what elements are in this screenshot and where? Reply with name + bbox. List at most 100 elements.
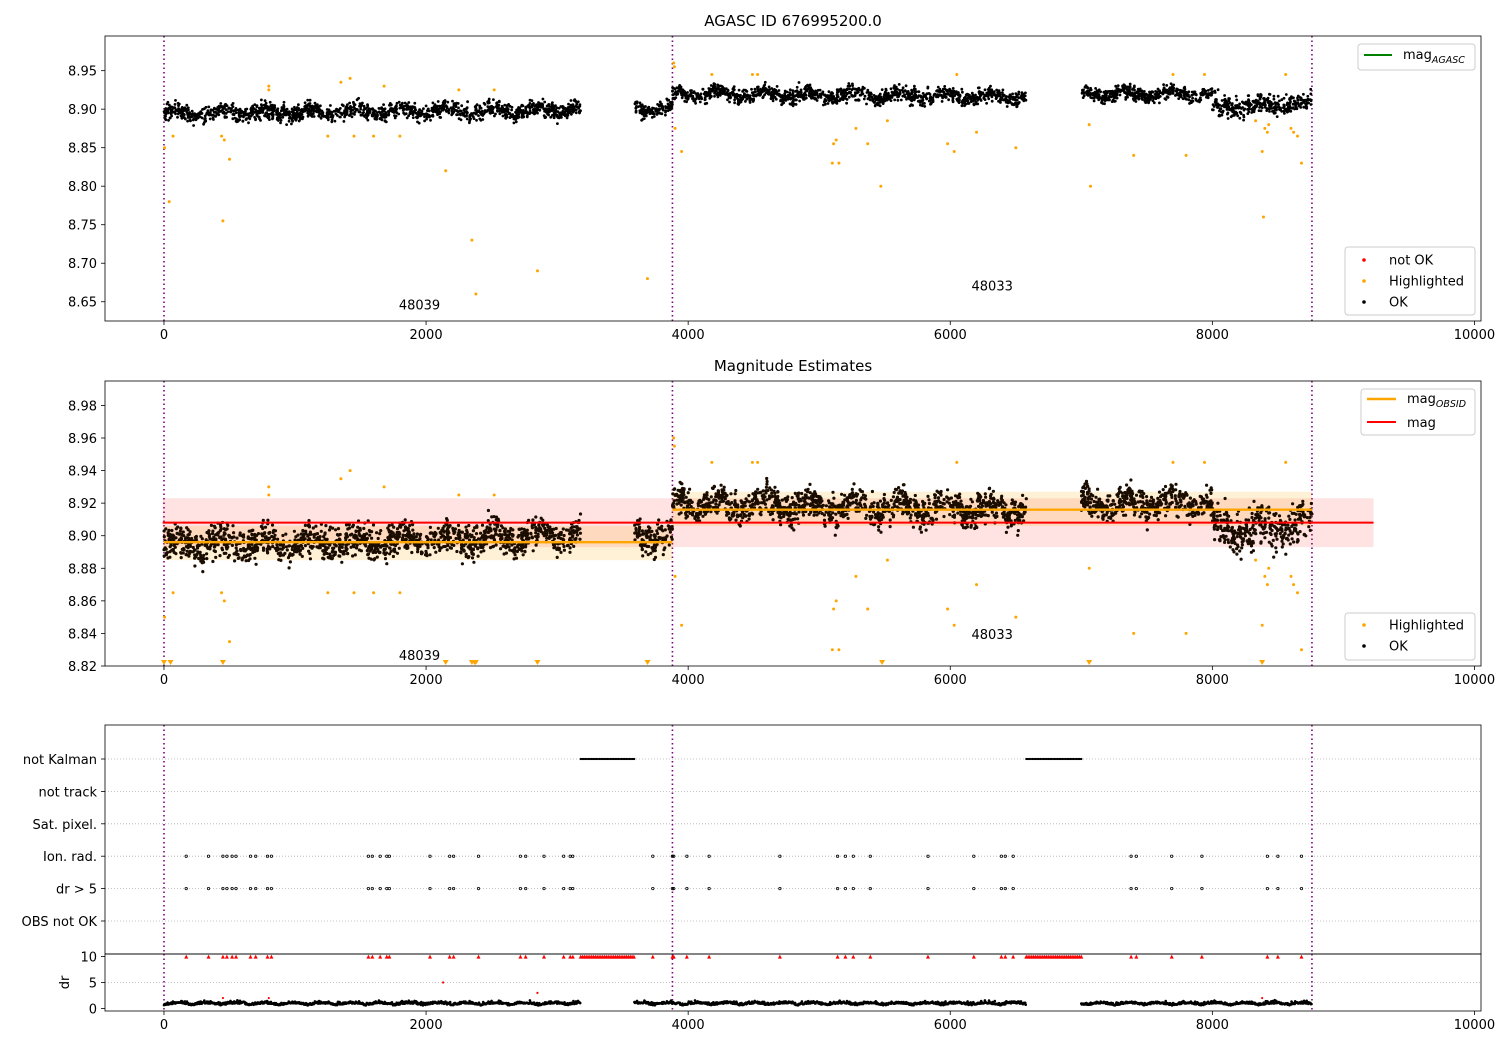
ok-point [538, 104, 542, 107]
ok-point [483, 103, 487, 106]
ok-point [383, 557, 388, 561]
ok-point [1170, 88, 1174, 92]
highlighted-point [1203, 73, 1206, 76]
ok-point [217, 113, 221, 117]
ok-point [491, 545, 495, 549]
ok-point [1223, 94, 1226, 97]
ok-point [1291, 106, 1295, 110]
ok-point [948, 94, 952, 98]
ok-point [254, 108, 257, 111]
ok-point [326, 118, 330, 122]
ok-point [1198, 98, 1201, 101]
panel-agasc-magnitude: AGASC ID 676995200.00 2000 4000 6000 8000 100… [68, 12, 1495, 343]
ok-point [406, 107, 410, 111]
ok-point [695, 94, 699, 97]
ok-point [911, 104, 914, 107]
ok-point [510, 105, 514, 109]
legend-label: OK [1389, 296, 1408, 311]
ok-point [184, 536, 188, 540]
ok-point [261, 548, 266, 552]
ok-point [1128, 85, 1132, 88]
ok-point [1132, 85, 1136, 89]
ok-point [223, 116, 227, 119]
ok-point [354, 529, 358, 534]
ok-point [951, 87, 955, 90]
ok-point [928, 96, 932, 100]
ok-point [176, 115, 179, 119]
ok-point [873, 97, 877, 101]
ok-point [344, 543, 348, 547]
ok-point [1091, 93, 1095, 97]
ok-point [360, 113, 364, 117]
ok-point [1230, 102, 1234, 105]
highlighted-point [326, 134, 330, 138]
ok-point [894, 88, 898, 91]
ok-point [495, 101, 498, 105]
ok-point [520, 527, 524, 531]
ok-point [260, 104, 264, 108]
ok-point [489, 111, 492, 115]
ok-point [285, 123, 288, 126]
ok-point [322, 114, 326, 118]
ok-point [481, 109, 484, 113]
ok-point [748, 94, 752, 98]
ok-point [1158, 101, 1161, 105]
ok-point [1211, 108, 1215, 112]
ok-point [1259, 109, 1263, 113]
ok-point [498, 112, 502, 116]
ok-point [1247, 99, 1251, 103]
ok-point [957, 99, 961, 102]
ok-point [243, 549, 247, 553]
ok-point [794, 103, 798, 106]
ok-point [422, 107, 425, 111]
ok-point [763, 80, 767, 84]
ok-point [1095, 89, 1099, 92]
ok-point [521, 544, 525, 548]
ok-point [666, 106, 669, 110]
ok-point [241, 119, 245, 123]
ok-point [187, 114, 191, 118]
ok-point [560, 113, 563, 117]
ok-point [832, 96, 836, 100]
ok-point [413, 101, 417, 105]
ok-point [809, 95, 812, 98]
ok-point [285, 107, 289, 111]
ok-point [763, 83, 767, 87]
ok-point [1286, 106, 1290, 110]
ok-point [530, 535, 534, 539]
ok-point [572, 99, 576, 102]
ok-point [866, 88, 870, 92]
ok-point [907, 92, 911, 95]
ok-point [1263, 103, 1267, 107]
ok-point [913, 91, 917, 95]
ok-point [472, 117, 476, 120]
ok-point [750, 87, 753, 91]
ok-point [1083, 91, 1086, 94]
ok-point [710, 94, 713, 98]
ok-point [762, 89, 766, 93]
ok-point [221, 106, 225, 109]
ok-point [308, 98, 312, 102]
ok-point [237, 111, 241, 114]
ok-point [380, 110, 384, 114]
ok-point [432, 546, 436, 550]
ok-point [397, 112, 401, 116]
ok-point [279, 113, 282, 117]
ok-point [442, 102, 446, 106]
ok-point [533, 112, 536, 116]
ok-point [202, 553, 206, 558]
ok-point [737, 88, 741, 92]
ok-point [906, 96, 910, 100]
ok-point [716, 83, 720, 87]
x-tick-label: 8000 [1196, 328, 1229, 343]
ok-point [1234, 94, 1238, 98]
ok-point [1247, 107, 1251, 111]
ok-point [468, 115, 471, 119]
ok-point [344, 532, 348, 536]
ok-point [388, 552, 392, 556]
ok-point [181, 530, 185, 534]
ok-point [180, 116, 184, 120]
ok-point [404, 104, 407, 108]
ok-point [1008, 100, 1012, 104]
ok-point [881, 102, 885, 105]
